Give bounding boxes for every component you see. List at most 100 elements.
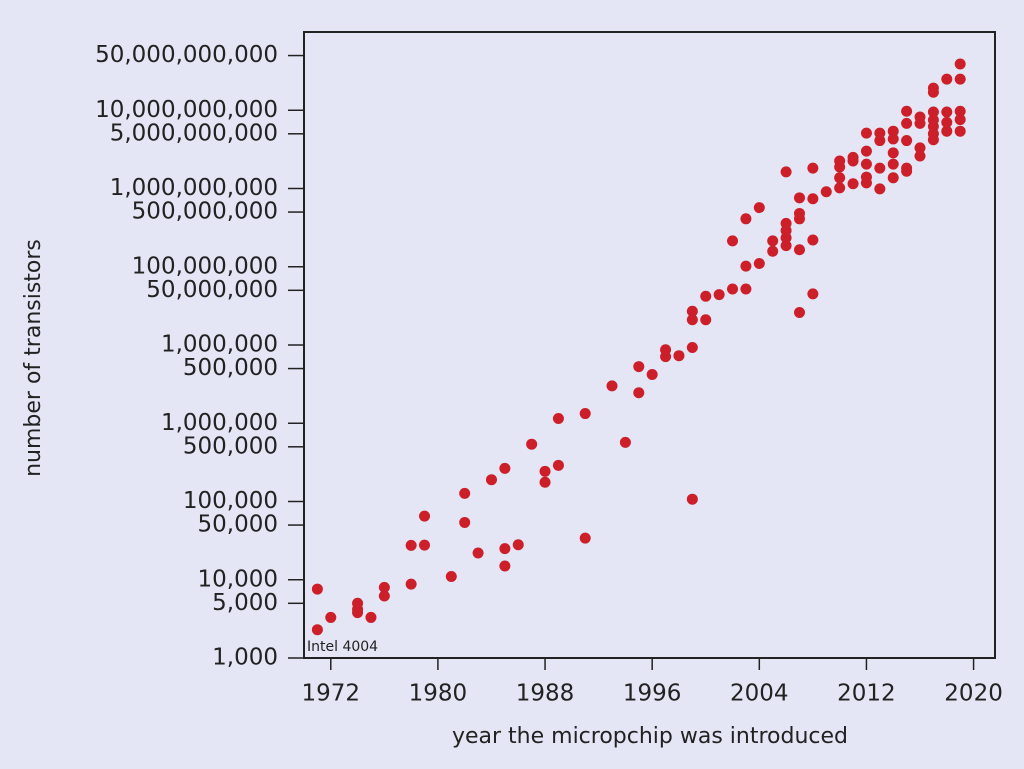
x-axis-label: year the micropchip was introduced <box>452 724 848 749</box>
point <box>807 193 819 205</box>
point <box>887 133 899 145</box>
point <box>311 624 323 636</box>
point <box>793 207 805 219</box>
point <box>941 73 953 85</box>
point <box>365 611 377 623</box>
x-tick-label: 1972 <box>302 681 361 707</box>
point <box>901 105 913 117</box>
point <box>887 147 899 159</box>
point <box>459 487 471 499</box>
y-tick-label: 1,000 <box>212 645 278 671</box>
point <box>860 145 872 157</box>
point <box>539 465 551 477</box>
point <box>539 476 551 488</box>
point <box>579 532 591 544</box>
point <box>793 244 805 256</box>
y-tick-label: 5,000,000,000 <box>110 120 278 146</box>
point <box>579 408 591 420</box>
point <box>767 245 779 257</box>
point <box>887 125 899 137</box>
point <box>378 590 390 602</box>
point <box>807 288 819 300</box>
point <box>619 436 631 448</box>
point <box>325 611 337 623</box>
point <box>378 581 390 593</box>
point <box>927 114 939 126</box>
y-tick-label: 50,000 <box>198 512 278 538</box>
point <box>914 111 926 123</box>
point <box>954 58 966 70</box>
point <box>847 151 859 163</box>
point <box>954 125 966 137</box>
point <box>606 380 618 392</box>
point <box>352 603 364 615</box>
y-tick-label: 50,000,000 <box>146 277 278 303</box>
point <box>820 186 832 198</box>
point <box>914 150 926 162</box>
point <box>673 350 685 362</box>
point <box>459 516 471 528</box>
y-tick-label: 1,000,000 <box>161 332 278 358</box>
point <box>686 314 698 326</box>
point <box>713 289 725 301</box>
point <box>860 158 872 170</box>
point <box>834 172 846 184</box>
point <box>954 114 966 126</box>
y-tick-label: 10,000 <box>198 566 278 592</box>
y-tick-label: 500,000 <box>183 433 278 459</box>
x-tick-label: 2004 <box>730 681 789 707</box>
point <box>887 172 899 184</box>
point <box>767 235 779 247</box>
point <box>740 283 752 295</box>
point <box>499 560 511 572</box>
point <box>405 578 417 590</box>
point <box>901 135 913 147</box>
point <box>834 155 846 167</box>
point <box>753 202 765 214</box>
y-tick-label: 1,000,000,000 <box>110 175 278 201</box>
point <box>954 105 966 117</box>
point <box>686 341 698 353</box>
y-axis-label: number of transistors <box>21 239 46 477</box>
point <box>686 305 698 317</box>
annotation: Intel 4004 <box>307 639 378 655</box>
y-tick-label: 100,000 <box>183 488 278 514</box>
point <box>633 387 645 399</box>
point <box>834 182 846 194</box>
point <box>526 438 538 450</box>
point <box>700 290 712 302</box>
point <box>740 213 752 225</box>
point <box>633 361 645 373</box>
point <box>780 240 792 252</box>
point <box>686 493 698 505</box>
point <box>405 539 417 551</box>
y-tick-label: 500,000,000 <box>132 199 278 225</box>
point <box>419 539 431 551</box>
point <box>727 283 739 295</box>
point <box>927 82 939 94</box>
point <box>780 166 792 178</box>
x-tick-label: 1980 <box>409 681 468 707</box>
x-tick-label: 1988 <box>516 681 575 707</box>
point <box>660 351 672 363</box>
x-tick-label: 2020 <box>944 681 1003 707</box>
point <box>311 583 323 595</box>
point <box>740 260 752 272</box>
point <box>499 462 511 474</box>
point <box>887 158 899 170</box>
point <box>552 413 564 425</box>
point <box>860 127 872 139</box>
point <box>874 183 886 195</box>
y-tick-label: 500,000 <box>183 355 278 381</box>
point <box>941 125 953 137</box>
point <box>901 117 913 129</box>
point <box>753 258 765 270</box>
point <box>419 510 431 522</box>
point <box>807 234 819 246</box>
point <box>445 571 457 583</box>
x-tick-label: 1996 <box>623 681 682 707</box>
point <box>552 459 564 471</box>
point <box>874 162 886 174</box>
